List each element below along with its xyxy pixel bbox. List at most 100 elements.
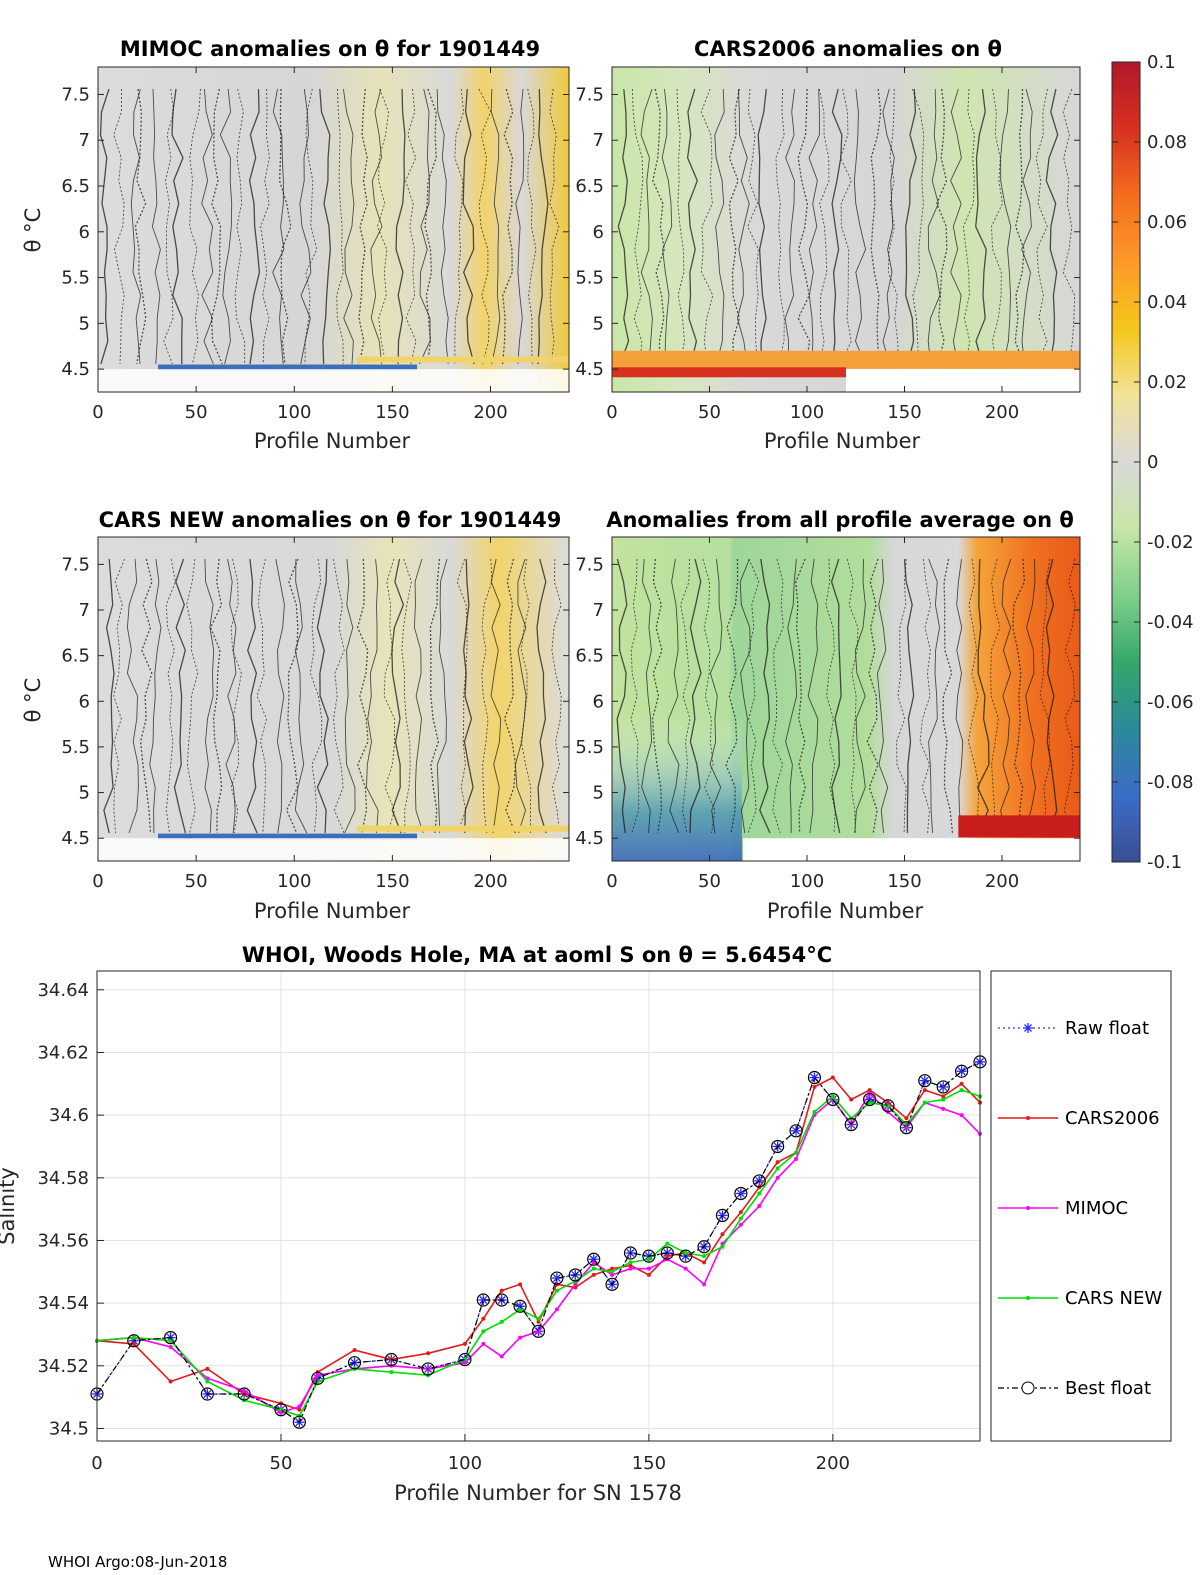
y-axis-ticks: 4.5 5 5.5 6 6.5 7 7.5 — [61, 84, 569, 380]
data-point — [347, 1356, 362, 1370]
contour-line — [219, 88, 233, 365]
hot-band — [612, 367, 846, 378]
heatmap-field — [612, 67, 1080, 392]
data-point — [646, 1272, 651, 1277]
data-point — [771, 1139, 785, 1154]
plot-area-frame — [611, 536, 1081, 862]
contour-line — [163, 88, 175, 365]
contour-line — [356, 558, 369, 834]
y-tick-label: 4.5 — [575, 828, 604, 849]
panel-title: MIMOC anomalies on θ for 1901449 — [120, 37, 540, 61]
y-tick-label: 5 — [593, 313, 604, 334]
data-point — [205, 1379, 210, 1384]
x-tick-label: 200 — [473, 871, 507, 892]
chart-title: WHOI, Woods Hole, MA at aoml S on θ = 5.… — [242, 943, 832, 967]
contour-line — [928, 558, 940, 834]
contour-line — [462, 88, 475, 365]
contour-line — [807, 558, 819, 834]
data-point — [683, 1251, 688, 1255]
data-point — [573, 1282, 578, 1287]
contour-line — [896, 558, 907, 834]
data-point — [757, 1191, 762, 1196]
data-point — [513, 1299, 527, 1313]
contour-lines — [99, 88, 560, 365]
data-point — [702, 1254, 707, 1259]
data-point — [168, 1345, 173, 1349]
warm-patch — [357, 356, 569, 363]
data-point — [531, 1324, 546, 1338]
contour-line — [366, 558, 379, 834]
data-point — [623, 1246, 638, 1260]
data-point — [830, 1094, 835, 1099]
contour-line — [795, 558, 806, 834]
contour-line — [336, 88, 344, 365]
y-tick-label: 5.5 — [575, 737, 604, 758]
data-point — [702, 1282, 707, 1287]
contour-line — [990, 558, 1001, 834]
contour-line — [225, 558, 237, 834]
contour-line — [370, 88, 383, 365]
data-point — [904, 1116, 909, 1121]
legend-items: Raw float CARS2006 MIMOC CARS NEW Best float — [998, 1018, 1162, 1399]
data-point — [587, 1252, 601, 1266]
contour-line — [332, 558, 345, 834]
contour-line — [319, 88, 331, 365]
contour-line — [165, 558, 176, 834]
data-point — [499, 1354, 504, 1359]
contour-line — [912, 88, 925, 365]
contour-line — [702, 558, 716, 834]
contour-line — [651, 558, 663, 834]
colorbar-tick-label: 0.08 — [1147, 132, 1187, 153]
contour-line — [616, 558, 628, 834]
colorbar-tick-label: -0.04 — [1147, 612, 1194, 633]
contour-line — [501, 88, 514, 365]
colorbar-tick-label: 0.06 — [1147, 212, 1187, 233]
data-point — [481, 1329, 486, 1334]
data-point — [941, 1106, 946, 1111]
contour-line — [680, 558, 691, 834]
data-point — [462, 1360, 467, 1365]
x-tick-label: 200 — [816, 1453, 850, 1474]
contour-line — [248, 88, 261, 365]
data-point — [959, 1113, 964, 1118]
footer-stamp: WHOI Argo:08-Jun-2018 — [48, 1553, 228, 1571]
y-axis-label: θ °C — [21, 678, 45, 723]
data-point — [881, 1099, 895, 1113]
contour-line — [725, 558, 739, 834]
contour-line — [825, 558, 836, 834]
data-point — [886, 1100, 891, 1105]
contour-line — [876, 558, 889, 834]
no-data-region — [846, 369, 1080, 392]
contour-line — [490, 88, 501, 365]
contour-line — [99, 88, 110, 365]
data-point — [812, 1084, 817, 1089]
legend-item: CARS2006 — [998, 1108, 1160, 1129]
y-tick-label: 34.54 — [37, 1293, 89, 1314]
y-tick-label: 6.5 — [575, 646, 604, 667]
colorbar-ticks: 0.1 0.08 0.06 0.04 0.02 0 -0.02 -0.04 -0.06 -0.08… — [1112, 52, 1194, 873]
data-point — [720, 1232, 725, 1237]
contour-line — [436, 88, 449, 365]
y-axis-label: Salinity — [0, 1167, 19, 1245]
y-tick-label: 7 — [593, 130, 604, 151]
data-point — [274, 1403, 288, 1417]
contour-line — [515, 88, 525, 365]
y-tick-label: 7 — [79, 130, 90, 151]
data-point — [809, 1072, 820, 1083]
x-tick-label: 50 — [698, 402, 721, 423]
contour-line — [830, 558, 842, 834]
contour-line — [391, 558, 405, 834]
data-series — [90, 1055, 987, 1429]
data-point — [315, 1373, 320, 1378]
colorbar: 0.1 0.08 0.06 0.04 0.02 0 -0.02 -0.04 -0.06 -0.08… — [1111, 52, 1194, 873]
data-point — [536, 1316, 541, 1321]
contour-line — [831, 88, 843, 365]
colorbar-tick-label: -0.06 — [1147, 692, 1194, 713]
legend-item: MIMOC — [998, 1198, 1128, 1219]
data-point — [518, 1282, 523, 1287]
data-point — [791, 1125, 802, 1136]
data-point — [899, 1121, 914, 1135]
y-tick-label: 6.5 — [575, 176, 604, 197]
y-tick-label: 6 — [593, 222, 604, 243]
contour-line — [395, 88, 406, 365]
